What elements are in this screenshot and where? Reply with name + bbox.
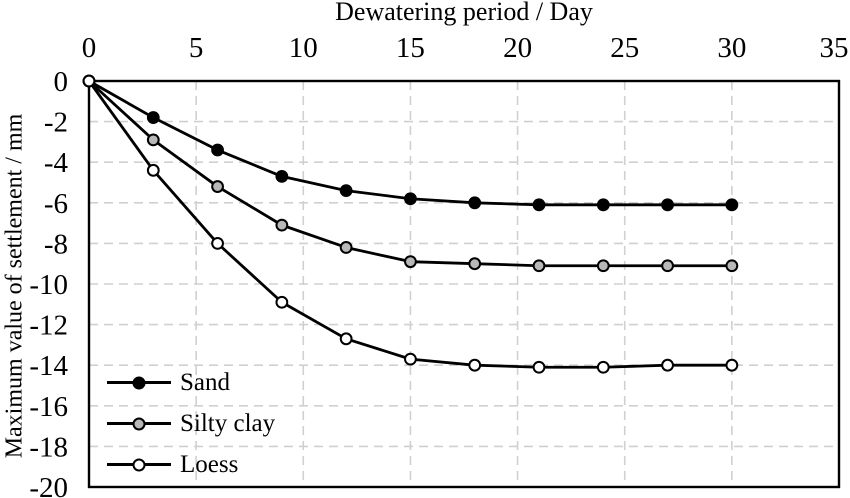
x-tick-label: 35	[820, 32, 849, 64]
series-sand-marker	[275, 170, 289, 183]
legend-item-silty-clay: Silty clay	[107, 403, 275, 444]
y-tick-label: -2	[44, 107, 68, 139]
series-loess-marker	[725, 358, 739, 372]
x-axis-title: Dewatering period / Day	[335, 0, 593, 26]
legend-line-sample	[107, 458, 171, 471]
legend-item-sand: Sand	[107, 362, 275, 403]
series-loess-marker	[596, 360, 610, 374]
series-loess-marker	[404, 352, 417, 366]
x-tick-label: 5	[189, 32, 204, 64]
y-tick-label: 0	[54, 66, 69, 98]
series-silty-clay-marker	[596, 259, 610, 273]
series-loess-marker	[532, 360, 546, 374]
series-loess-marker	[468, 358, 482, 372]
y-tick-label: -14	[29, 350, 68, 382]
series-sand-marker	[661, 198, 674, 212]
y-tick-label: -10	[29, 269, 68, 301]
legend-marker-loess	[132, 458, 146, 471]
x-tick-label: 30	[717, 32, 746, 64]
x-tick-label: 25	[610, 32, 639, 64]
series-sand-marker	[211, 143, 224, 157]
y-tick-label: -4	[44, 147, 69, 179]
series-silty-clay-marker	[211, 180, 224, 193]
series-silty-clay-marker	[146, 133, 160, 147]
series-silty-clay-marker	[468, 257, 482, 271]
legend-line-sample	[107, 376, 171, 389]
legend-item-loess: Loess	[107, 444, 275, 485]
y-tick-label: -12	[29, 310, 68, 342]
x-tick-label: 15	[396, 32, 425, 64]
legend: Sand Silty clay Loess	[107, 362, 275, 485]
series-loess-marker	[275, 295, 289, 309]
legend-marker-silty-clay	[132, 417, 146, 430]
x-tick-label: 0	[82, 32, 97, 64]
series-loess-marker	[211, 237, 224, 250]
series-sand-marker	[725, 198, 739, 212]
x-tick-label: 20	[503, 32, 532, 64]
series-loess-marker	[146, 163, 160, 177]
series-sand-marker	[146, 111, 160, 124]
plot-border	[87, 79, 841, 489]
series-silty-clay-marker	[404, 255, 417, 269]
y-tick-label: -16	[29, 391, 68, 423]
series-silty-clay-marker	[725, 259, 739, 273]
series-loess-marker	[661, 358, 674, 372]
series-silty-clay-marker	[275, 218, 289, 232]
y-tick-label: -20	[29, 472, 68, 498]
series-silty-clay-marker	[532, 259, 546, 273]
series-sand-marker	[339, 184, 353, 198]
legend-label-silty-clay: Silty clay	[180, 410, 276, 437]
series-sand-marker	[404, 192, 417, 206]
series-silty-clay-marker	[339, 241, 353, 254]
series-loess-marker	[82, 74, 96, 88]
series-silty-clay-marker	[661, 259, 674, 273]
legend-label-loess: Loess	[180, 451, 239, 478]
legend-line-sample	[107, 417, 171, 430]
y-tick-label: -6	[44, 188, 68, 220]
legend-marker-sand	[132, 376, 146, 389]
series-loess-marker	[339, 332, 353, 346]
x-tick-label: 10	[289, 32, 318, 64]
series-sand-marker	[468, 196, 482, 210]
y-tick-label: -8	[44, 228, 68, 260]
y-tick-label: -18	[29, 431, 68, 463]
series-sand-marker	[596, 198, 610, 212]
series-sand-marker	[532, 198, 546, 212]
legend-label-sand: Sand	[180, 369, 230, 396]
